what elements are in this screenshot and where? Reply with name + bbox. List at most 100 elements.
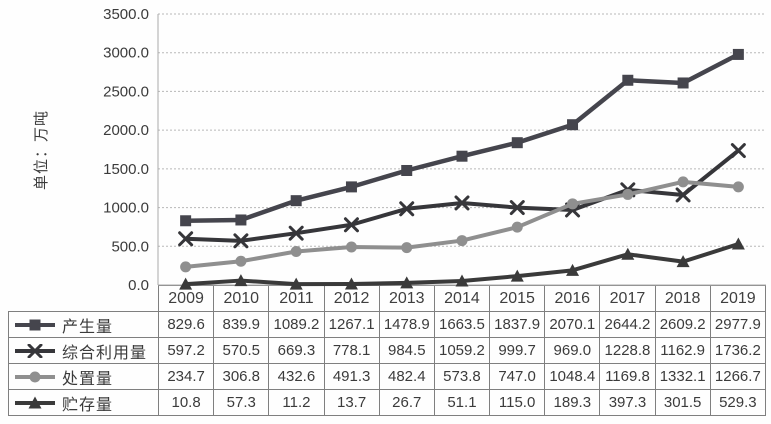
year-header-cell: 2013 bbox=[378, 285, 435, 312]
table-value-cell: 2609.2 bbox=[654, 311, 711, 338]
table-value-cell: 1736.2 bbox=[709, 337, 767, 364]
year-header-cell: 2010 bbox=[213, 285, 270, 312]
table-value-cell: 57.3 bbox=[213, 389, 270, 416]
y-axis-title: 单位：万吨 bbox=[33, 110, 50, 190]
marker-circle-disposal bbox=[456, 235, 468, 247]
marker-square-production bbox=[401, 164, 413, 176]
table-value-cell: 829.6 bbox=[157, 311, 215, 338]
table-corner-cell bbox=[9, 286, 159, 312]
table-value-cell: 1266.7 bbox=[709, 363, 767, 390]
table-value-cell: 491.3 bbox=[323, 363, 380, 390]
marker-triangle-storage bbox=[731, 237, 745, 250]
year-header-cell: 2012 bbox=[323, 285, 380, 312]
table-value-cell: 778.1 bbox=[323, 337, 380, 364]
year-header-cell: 2016 bbox=[544, 285, 601, 312]
legend-key-square-icon bbox=[15, 319, 55, 330]
marker-circle-disposal bbox=[290, 246, 302, 258]
table-value-cell: 10.8 bbox=[157, 389, 215, 416]
legend-label-disposal: 处置量 bbox=[62, 370, 114, 388]
table-value-cell: 115.0 bbox=[489, 389, 546, 416]
table-value-cell: 1059.2 bbox=[433, 337, 491, 364]
marker-x-comprehensive-utilization bbox=[343, 217, 359, 233]
year-header-cell: 2018 bbox=[654, 285, 711, 312]
table-value-cell: 570.5 bbox=[213, 337, 270, 364]
y-tick-label: 2000.0 bbox=[103, 122, 149, 139]
y-tick-label: 1000.0 bbox=[103, 200, 149, 217]
marker-x-comprehensive-utilization bbox=[730, 143, 746, 159]
marker-square-production bbox=[345, 181, 357, 193]
table-value-cell: 397.3 bbox=[599, 389, 656, 416]
table-value-cell: 306.8 bbox=[213, 363, 270, 390]
table-value-cell: 432.6 bbox=[268, 363, 325, 390]
marker-square-production bbox=[180, 215, 192, 227]
table-value-cell: 984.5 bbox=[378, 337, 435, 364]
marker-x-comprehensive-utilization bbox=[565, 202, 581, 218]
table-value-cell: 189.3 bbox=[544, 389, 601, 416]
y-tick-label: 3000.0 bbox=[103, 45, 149, 62]
y-tick-label: 2500.0 bbox=[103, 83, 149, 100]
table-value-cell: 1228.8 bbox=[599, 337, 656, 364]
table-value-cell: 1048.4 bbox=[544, 363, 601, 390]
legend-cell-comprehensive-utilization: 综合利用量 bbox=[8, 337, 159, 364]
marker-triangle-storage-legend bbox=[28, 396, 42, 408]
data-table: 2009 2010 2011 2012 2013 2014 2015 2016 2017 2018… bbox=[8, 285, 767, 416]
table-row-disposal: 处置量 234.7 306.8 432.6 491.3 482.4 573.8 747.0 10… bbox=[8, 363, 767, 390]
table-value-cell: 839.9 bbox=[213, 311, 270, 338]
table-value-cell: 1837.9 bbox=[489, 311, 546, 338]
table-value-cell: 1089.2 bbox=[268, 311, 325, 338]
table-value-cell: 1162.9 bbox=[654, 337, 711, 364]
marker-circle-disposal bbox=[511, 221, 523, 233]
marker-x-comprehensive-utilization bbox=[178, 231, 194, 247]
marker-x-comprehensive-utilization bbox=[288, 225, 304, 241]
table-value-cell: 1169.8 bbox=[599, 363, 656, 390]
marker-square-production bbox=[732, 48, 744, 60]
marker-circle-disposal-legend bbox=[29, 371, 41, 382]
marker-triangle-storage bbox=[621, 247, 635, 260]
y-tick-label: 1500.0 bbox=[103, 161, 149, 178]
marker-circle-disposal bbox=[235, 255, 247, 267]
table-value-cell: 669.3 bbox=[268, 337, 325, 364]
table-value-cell: 234.7 bbox=[157, 363, 215, 390]
series-line-production bbox=[183, 52, 741, 224]
marker-x-comprehensive-utilization bbox=[233, 233, 249, 249]
table-value-cell: 482.4 bbox=[378, 363, 435, 390]
table-value-cell: 1332.1 bbox=[654, 363, 711, 390]
year-header-cell: 2019 bbox=[709, 285, 767, 312]
marker-circle-disposal bbox=[345, 241, 357, 253]
table-value-cell: 11.2 bbox=[268, 389, 325, 416]
table-value-cell: 529.3 bbox=[709, 389, 767, 416]
legend-cell-production: 产生量 bbox=[8, 311, 159, 338]
year-header-cell: 2014 bbox=[433, 285, 491, 312]
marker-square-production bbox=[511, 137, 523, 149]
marker-square-production bbox=[456, 150, 468, 162]
table-value-cell: 573.8 bbox=[433, 363, 491, 390]
marker-circle-disposal bbox=[567, 198, 579, 210]
year-header-cell: 2017 bbox=[599, 285, 656, 312]
table-value-cell: 26.7 bbox=[378, 389, 435, 416]
legend-cell-disposal: 处置量 bbox=[8, 363, 159, 390]
y-tick-label: 3500.0 bbox=[103, 6, 149, 23]
marker-triangle-storage bbox=[510, 269, 524, 282]
marker-triangle-storage bbox=[566, 263, 580, 276]
table-value-cell: 597.2 bbox=[157, 337, 215, 364]
table-value-cell: 1478.9 bbox=[378, 311, 435, 338]
marker-x-comprehensive-utilization-legend bbox=[27, 343, 43, 358]
marker-x-comprehensive-utilization bbox=[399, 201, 415, 217]
table-value-cell: 2070.1 bbox=[544, 311, 601, 338]
marker-x-comprehensive-utilization bbox=[620, 182, 636, 198]
marker-square-production bbox=[567, 119, 579, 131]
table-value-cell: 999.7 bbox=[489, 337, 546, 364]
marker-x-comprehensive-utilization bbox=[675, 187, 691, 203]
year-header-row: 2009 2010 2011 2012 2013 2014 2015 2016 2017 2018… bbox=[9, 285, 767, 312]
marker-square-production bbox=[235, 214, 247, 226]
table-value-cell: 1267.1 bbox=[323, 311, 380, 338]
marker-circle-disposal bbox=[180, 261, 192, 273]
marker-circle-disposal bbox=[622, 188, 634, 200]
legend-key-circle-icon bbox=[15, 371, 55, 382]
marker-triangle-storage bbox=[676, 255, 690, 268]
year-header-cell: 2015 bbox=[489, 285, 546, 312]
legend-cell-storage: 贮存量 bbox=[8, 389, 159, 416]
marker-square-production bbox=[622, 74, 634, 86]
table-value-cell: 13.7 bbox=[323, 389, 380, 416]
legend-label-storage: 贮存量 bbox=[62, 396, 114, 414]
